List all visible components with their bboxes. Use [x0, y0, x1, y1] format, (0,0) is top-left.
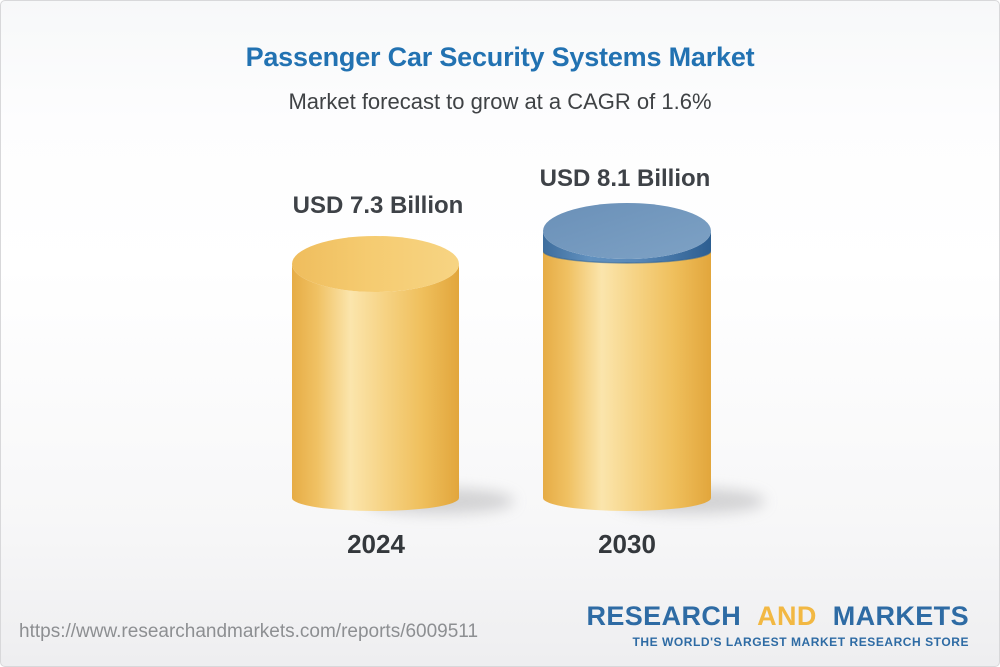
report-url: https://www.researchandmarkets.com/repor… — [19, 621, 479, 642]
logo-word-markets: MARKETS — [832, 601, 969, 631]
value-label-2024: USD 7.3 Billion — [292, 192, 464, 219]
increment-band-rim — [543, 250, 711, 264]
year-label-2030: 2030 — [598, 529, 656, 559]
logo-tagline: THE WORLD'S LARGEST MARKET RESEARCH STOR… — [632, 634, 969, 649]
cylinder-top-gold — [292, 236, 459, 292]
page-subtitle: Market forecast to grow at a CAGR of 1.6… — [288, 89, 712, 114]
year-label-2024: 2024 — [347, 529, 405, 559]
cylinder-body-gold — [543, 251, 711, 511]
logo-word-research: RESEARCH — [586, 601, 742, 631]
cylinder-body-gold — [292, 264, 459, 511]
value-label-2030: USD 8.1 Billion — [539, 165, 711, 192]
cylinder-top-blue — [543, 203, 711, 259]
logo-word-and: AND — [757, 601, 817, 631]
cylinder-bar-2024 — [292, 236, 459, 511]
page-title: Passenger Car Security Systems Market — [245, 42, 755, 72]
research-and-markets-logo: RESEARCH AND MARKETS THE WORLD'S LARGEST… — [586, 601, 969, 649]
cylinder-bar-2030 — [543, 203, 711, 511]
logo-wordmark: RESEARCH AND MARKETS — [586, 601, 969, 632]
